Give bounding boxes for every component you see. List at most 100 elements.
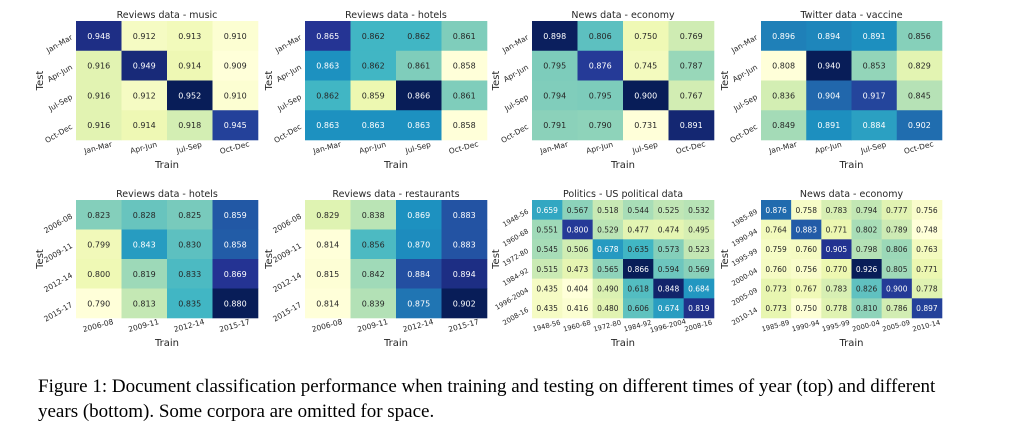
heatmap-cell	[623, 50, 669, 81]
y-tick-label: 2000-04	[730, 267, 759, 288]
heatmap-cell	[76, 80, 122, 111]
cell-value-label: 0.828	[133, 211, 156, 220]
heatmap-cell	[851, 219, 882, 240]
x-tick-label: 2008-16	[684, 319, 714, 334]
cell-value-label: 0.544	[627, 206, 649, 215]
heatmap-title: News data - economy	[800, 189, 904, 200]
heatmap-cell	[761, 278, 792, 299]
heatmap-cell	[653, 298, 684, 319]
x-tick-label: Jan-Mar	[767, 139, 799, 156]
cell-value-label: 0.858	[453, 121, 476, 130]
heatmap-cell	[532, 80, 578, 111]
cell-value-label: 0.883	[796, 226, 818, 235]
x-axis-label: Train	[839, 160, 864, 171]
x-axis-label: Train	[610, 160, 635, 171]
heatmap-cell	[167, 21, 213, 52]
heatmap-cell	[121, 200, 168, 230]
cell-value-label: 0.905	[826, 245, 848, 254]
y-tick-label: 2006-08	[42, 212, 74, 236]
cell-value-label: 0.897	[916, 304, 938, 313]
heatmap-cell	[791, 239, 822, 260]
cell-value-label: 0.945	[224, 121, 247, 130]
cell-value-label: 0.750	[634, 32, 657, 41]
cell-value-label: 0.771	[916, 265, 938, 274]
cell-value-label: 0.916	[87, 62, 110, 71]
heatmap-cell	[167, 110, 213, 141]
heatmap-cell	[851, 200, 882, 220]
cell-value-label: 0.880	[224, 299, 247, 308]
heatmap-title: Reviews data - hotels	[345, 10, 447, 21]
heatmap-cell	[683, 239, 715, 260]
x-tick-label: Jul-Sep	[630, 140, 659, 156]
heatmap-cell	[167, 259, 213, 289]
x-tick-label: Jan-Mar	[82, 139, 114, 156]
heatmap-cell	[121, 259, 168, 289]
cell-value-label: 0.910	[224, 32, 247, 41]
heatmap-cell	[623, 110, 669, 141]
cell-value-label: 0.825	[178, 211, 201, 220]
y-axis-label: Test	[264, 249, 275, 270]
heatmap-cell	[881, 219, 913, 240]
x-tick-label: 1995-99	[821, 319, 851, 334]
heatmap-cell	[761, 21, 807, 52]
cell-value-label: 0.635	[627, 245, 649, 254]
cell-value-label: 0.778	[916, 285, 938, 294]
heatmap-cell	[761, 239, 792, 260]
cell-value-label: 0.659	[536, 206, 558, 215]
heatmap-cell	[911, 259, 943, 279]
heatmap-cell	[396, 229, 442, 260]
heatmap-cell	[212, 229, 259, 260]
cell-value-label: 0.490	[597, 285, 619, 294]
cell-value-label: 0.789	[886, 226, 908, 235]
heatmap-cell	[881, 259, 913, 279]
y-tick-label: 2015-17	[271, 300, 303, 324]
y-tick-label: 2005-09	[730, 286, 759, 307]
heatmap-cell	[653, 200, 684, 220]
y-tick-label: 1984-92	[501, 267, 530, 288]
x-tick-label: 2012-14	[173, 317, 206, 334]
cell-value-label: 0.862	[407, 32, 430, 41]
x-tick-label: 2012-14	[402, 317, 435, 334]
heatmap-7: 0.659 0.567 0.518 0.544 0.525 0.532 0.551 0.800…	[491, 189, 715, 349]
cell-value-label: 0.477	[627, 226, 649, 235]
cell-value-label: 0.884	[407, 270, 430, 279]
cell-value-label: 0.567	[567, 206, 589, 215]
heatmap-cell	[683, 278, 715, 299]
cell-value-label: 0.839	[362, 299, 385, 308]
heatmap-cell	[851, 298, 882, 319]
x-axis-label: Train	[839, 338, 864, 349]
cell-value-label: 0.518	[597, 206, 619, 215]
cell-value-label: 0.815	[316, 270, 339, 279]
heatmap-cell	[881, 239, 913, 260]
cell-value-label: 0.435	[536, 304, 558, 313]
heatmap-cell	[653, 259, 684, 279]
heatmap-cell	[911, 278, 943, 299]
cell-value-label: 0.495	[688, 226, 710, 235]
cell-value-label: 0.525	[658, 206, 680, 215]
heatmap-cell	[668, 21, 715, 52]
y-axis-label: Test	[491, 249, 502, 270]
cell-value-label: 0.856	[362, 240, 385, 249]
heatmap-cell	[305, 50, 351, 81]
x-tick-label: 2015-17	[218, 317, 251, 334]
heatmap-cell	[441, 229, 488, 260]
x-tick-label: 2009-11	[127, 317, 160, 334]
heatmap-cell	[532, 50, 578, 81]
cell-value-label: 0.884	[863, 121, 886, 130]
heatmap-cell	[441, 21, 488, 52]
cell-value-label: 0.859	[362, 91, 385, 100]
heatmap-cell	[532, 259, 563, 279]
heatmap-cell	[851, 50, 898, 81]
cell-value-label: 0.756	[796, 265, 818, 274]
cell-value-label: 0.891	[817, 121, 840, 130]
heatmap-cell	[562, 278, 593, 299]
cell-value-label: 0.435	[536, 285, 558, 294]
cell-value-label: 0.404	[567, 285, 589, 294]
heatmap-cell	[305, 259, 351, 289]
cell-value-label: 0.799	[87, 240, 110, 249]
cell-value-label: 0.896	[772, 32, 795, 41]
heatmap-cell	[881, 278, 913, 299]
heatmap-cell	[441, 50, 488, 81]
y-tick-label: 2012-14	[42, 271, 74, 295]
x-tick-label: 1996-2004	[649, 317, 687, 334]
